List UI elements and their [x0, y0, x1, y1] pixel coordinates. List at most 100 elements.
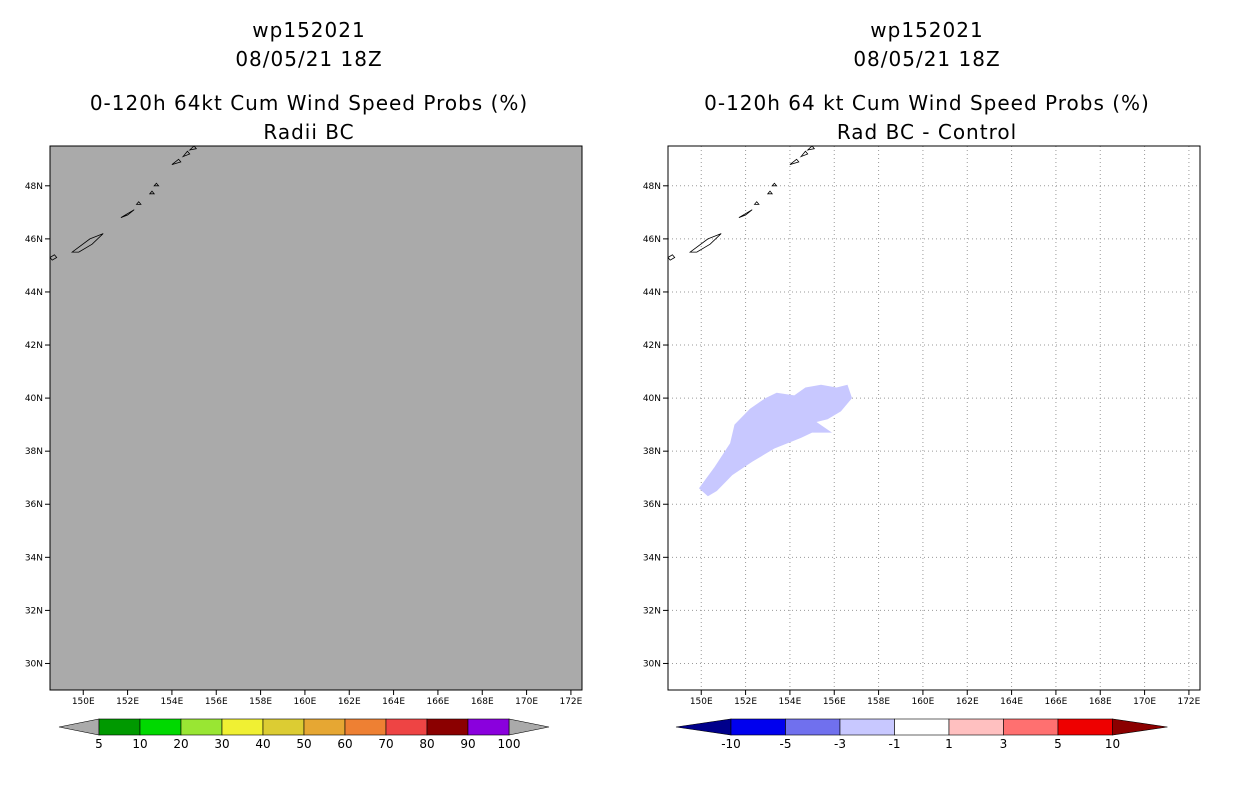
coastline — [181, 150, 191, 158]
lon-tick-label: 172E — [559, 697, 582, 707]
lon-tick-label: 154E — [160, 697, 183, 707]
storm-id-title: wp152021 — [252, 18, 366, 42]
map-left: 150E 152E 154E 156E 158E 160E 162E 164E 166E 168E… — [25, 145, 583, 751]
lat-tick-label: 48N — [643, 182, 661, 192]
lon-tick-label: 170E — [1133, 697, 1156, 707]
lon-tick-label: 162E — [956, 697, 979, 707]
colorbar-label: -3 — [834, 737, 846, 751]
lon-tick-label: 150E — [72, 697, 95, 707]
colorbar-label: 3 — [1000, 737, 1008, 751]
panel-left: wp152021 08/05/21 18Z 0-120h 64kt Cum Wi… — [25, 18, 583, 751]
colorbar-arrow-left — [675, 718, 732, 736]
lat-tick-label: 34N — [25, 553, 43, 563]
lon-tick-label: 162E — [338, 697, 361, 707]
lon-tick-label: 160E — [911, 697, 934, 707]
colorbar-segment — [385, 718, 428, 736]
lat-tick-label: 40N — [643, 394, 661, 404]
coastline — [771, 182, 778, 187]
coastline — [799, 150, 809, 158]
colorbar-arrow-left — [58, 718, 100, 736]
colorbar-segment — [785, 718, 841, 736]
lon-tick-label: 164E — [382, 697, 405, 707]
product-title: 0-120h 64 kt Cum Wind Speed Probs (%) — [704, 91, 1150, 115]
lon-tick-label: 150E — [690, 697, 713, 707]
lon-tick-label: 168E — [1089, 697, 1112, 707]
lon-tick-label: 164E — [1000, 697, 1023, 707]
map-background — [50, 146, 582, 690]
subtitle: Rad BC - Control — [836, 120, 1018, 144]
colorbar-label: 70 — [378, 737, 393, 751]
coastline — [135, 201, 142, 205]
coastline — [70, 233, 104, 253]
lat-tick-label: 30N — [643, 659, 661, 669]
lat-tick-label: 42N — [643, 341, 661, 351]
lat-tick-label: 44N — [25, 288, 43, 298]
coastline — [153, 182, 160, 187]
panel-right: wp152021 08/05/21 18Z 0-120h 64 kt Cum W… — [618, 0, 1236, 800]
colorbar-segment — [262, 718, 305, 736]
colorbar-label: 90 — [460, 737, 475, 751]
lat-tick-label: 44N — [643, 288, 661, 298]
lon-tick-label: 154E — [778, 697, 801, 707]
coastline — [667, 254, 676, 261]
lat-tick-label: 36N — [643, 500, 661, 510]
colorbar-segment — [221, 718, 264, 736]
colorbar-label: -10 — [721, 737, 741, 751]
colorbar-label: 5 — [1054, 737, 1062, 751]
lat-tick-label: 32N — [25, 606, 43, 616]
coastline — [688, 233, 722, 253]
coastline — [806, 145, 816, 151]
lat-tick-label: 46N — [643, 235, 661, 245]
coastline — [120, 209, 135, 218]
map-right: 150E 152E 154E 156E 158E 160E 162E 164E 166E 168E… — [643, 145, 1201, 751]
lat-tick-label: 42N — [25, 341, 43, 351]
lon-tick-label: 166E — [1044, 697, 1067, 707]
coastline — [738, 209, 753, 218]
lat-tick-label: 48N — [25, 182, 43, 192]
colorbar-label: 10 — [132, 737, 147, 751]
lon-tick-label: 158E — [867, 697, 890, 707]
lon-tick-label: 152E — [116, 697, 139, 707]
colorbar-label: 60 — [337, 737, 352, 751]
colorbar-arrow-right — [508, 718, 550, 736]
colorbar-segment — [303, 718, 346, 736]
lon-tick-label: 158E — [249, 697, 272, 707]
coastline — [766, 190, 774, 195]
colorbar-label: 10 — [1105, 737, 1120, 751]
colorbar-segment — [839, 718, 895, 736]
coastline — [753, 201, 760, 205]
lon-tick-label: 170E — [515, 697, 538, 707]
colorbar-segment — [730, 718, 786, 736]
colorbar-segment — [1057, 718, 1113, 736]
lon-tick-label: 152E — [734, 697, 757, 707]
lat-tick-label: 38N — [25, 447, 43, 457]
colorbar-label: 40 — [255, 737, 270, 751]
colorbar-label: -1 — [889, 737, 901, 751]
date-title: 08/05/21 18Z — [853, 47, 1001, 71]
colorbar-label: 5 — [95, 737, 103, 751]
colorbar-label: -5 — [780, 737, 792, 751]
colorbar-label: 30 — [214, 737, 229, 751]
lon-tick-label: 160E — [293, 697, 316, 707]
colorbar-segment — [98, 718, 141, 736]
map-frame — [49, 145, 583, 691]
colorbar-segment — [894, 718, 950, 736]
coastline — [148, 190, 156, 195]
lat-tick-label: 46N — [25, 235, 43, 245]
coastline — [171, 158, 182, 165]
colorbar-label: 50 — [296, 737, 311, 751]
shaded-region — [699, 384, 852, 497]
colorbar-label: 1 — [945, 737, 953, 751]
lat-tick-label: 36N — [25, 500, 43, 510]
colorbar-segment — [1003, 718, 1059, 736]
lat-tick-label: 40N — [25, 394, 43, 404]
date-title: 08/05/21 18Z — [235, 47, 383, 71]
colorbar-label: 100 — [498, 737, 521, 751]
colorbar-segment — [139, 718, 182, 736]
lat-tick-label: 32N — [643, 606, 661, 616]
colorbar-arrow-right — [1112, 718, 1168, 736]
coastline — [789, 158, 800, 165]
coastline — [188, 145, 198, 151]
colorbar-segment — [180, 718, 223, 736]
lon-tick-label: 156E — [823, 697, 846, 707]
